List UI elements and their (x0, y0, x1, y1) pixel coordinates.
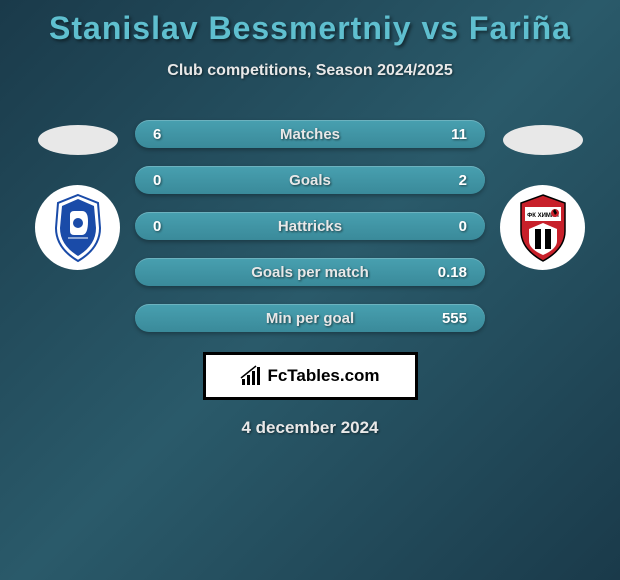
branding-text: FcTables.com (267, 366, 379, 386)
stat-right-value: 555 (442, 310, 467, 327)
khimki-icon: ФК ХИМКИ (513, 193, 573, 263)
right-column: ФК ХИМКИ (500, 120, 585, 270)
stat-right-value: 0.18 (438, 264, 467, 281)
stat-row: 0 Goals 2 (135, 166, 485, 194)
main-content: 6 Matches 11 0 Goals 2 0 Hattricks 0 Goa… (0, 120, 620, 332)
club-badge-right: ФК ХИМКИ (500, 185, 585, 270)
player-photo-placeholder-right (503, 125, 583, 155)
stat-right-value: 0 (459, 218, 467, 235)
stat-label: Goals (289, 172, 331, 189)
left-column (35, 120, 120, 270)
stat-label: Hattricks (278, 218, 342, 235)
branding-box: FcTables.com (203, 352, 418, 400)
subtitle: Club competitions, Season 2024/2025 (0, 62, 620, 80)
chart-icon (240, 365, 262, 387)
stat-right-value: 2 (459, 172, 467, 189)
stat-label: Min per goal (266, 310, 354, 327)
stat-label: Goals per match (251, 264, 369, 281)
dynamo-moscow-icon (48, 193, 108, 263)
club-badge-left (35, 185, 120, 270)
stat-left-value: 0 (153, 172, 161, 189)
infographic-container: Stanislav Bessmertniy vs Fariña Club com… (0, 0, 620, 448)
stat-left-value: 6 (153, 126, 161, 143)
stat-row: 6 Matches 11 (135, 120, 485, 148)
stats-column: 6 Matches 11 0 Goals 2 0 Hattricks 0 Goa… (135, 120, 485, 332)
player-photo-placeholder-left (38, 125, 118, 155)
date-text: 4 december 2024 (0, 418, 620, 438)
stat-label: Matches (280, 126, 340, 143)
page-title: Stanislav Bessmertniy vs Fariña (0, 10, 620, 47)
stat-row: Min per goal 555 (135, 304, 485, 332)
stat-row: 0 Hattricks 0 (135, 212, 485, 240)
stat-row: Goals per match 0.18 (135, 258, 485, 286)
stat-left-value: 0 (153, 218, 161, 235)
stat-right-value: 11 (451, 126, 467, 143)
